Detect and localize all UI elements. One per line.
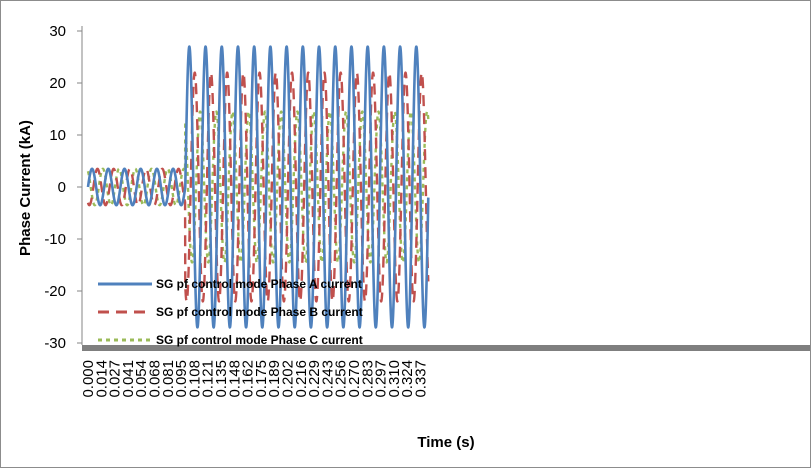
x-tick-label: 0.310 [386,360,403,398]
x-tick-label: 0.256 [333,360,350,398]
y-tick-label: 0 [58,179,66,196]
y-tick-label: -10 [44,231,66,248]
x-tick-label: 0.095 [173,360,190,398]
legend-label-phase-c: SG pf control mode Phase C current [156,333,363,347]
series-line-phase-b [86,71,430,303]
x-tick-label: 0.283 [359,360,376,398]
x-axis-title: Time (s) [417,434,474,451]
x-tick-label: 0.081 [160,360,177,398]
x-tick-labels: 0.0000.0140.0270.0410.0540.0680.0810.095… [80,360,430,398]
x-tick-label: 0.014 [93,360,110,398]
x-tick-label: 0.135 [213,360,230,398]
x-tick-label: 0.189 [266,360,283,398]
x-tick-label: 0.297 [373,360,390,398]
x-tick-label: 0.216 [293,360,310,398]
x-tick-label: 0.121 [200,360,217,398]
x-tick-label: 0.162 [240,360,257,398]
series-line-phase-a [86,45,430,329]
y-tick-label: -30 [44,335,66,352]
series-line-phase-c [86,110,430,264]
y-tick-label: 20 [49,75,66,92]
x-tick-label: 0.148 [226,360,243,398]
y-axis-title: Phase Current (kA) [17,120,34,256]
x-tick-label: 0.027 [107,360,124,398]
x-tick-label: 0.041 [120,360,137,398]
series-layer [86,45,430,329]
y-tick-label: 30 [49,23,66,40]
x-tick-label: 0.202 [280,360,297,398]
x-tick-label: 0.229 [306,360,323,398]
legend-label-phase-a: SG pf control mode Phase A current [156,277,362,291]
legend-label-phase-b: SG pf control mode Phase B current [156,305,363,319]
legend: SG pf control mode Phase A current SG pf… [98,277,363,347]
x-tick-label: 0.054 [133,360,150,398]
y-tick-label: 10 [49,127,66,144]
y-tick-label: -20 [44,283,66,300]
x-tick-label: 0.108 [186,360,203,398]
x-tick-label: 0.270 [346,360,363,398]
x-tick-label: 0.068 [147,360,164,398]
x-tick-label: 0.324 [399,360,416,398]
x-tick-label: 0.337 [413,360,430,398]
x-tick-label: 0.175 [253,360,270,398]
x-axis-band [82,345,810,351]
x-tick-label: 0.000 [80,360,97,398]
y-tick-labels: -30 -20 -10 0 10 20 30 [44,23,66,352]
x-tick-label: 0.243 [319,360,336,398]
axis-layer [77,26,810,351]
